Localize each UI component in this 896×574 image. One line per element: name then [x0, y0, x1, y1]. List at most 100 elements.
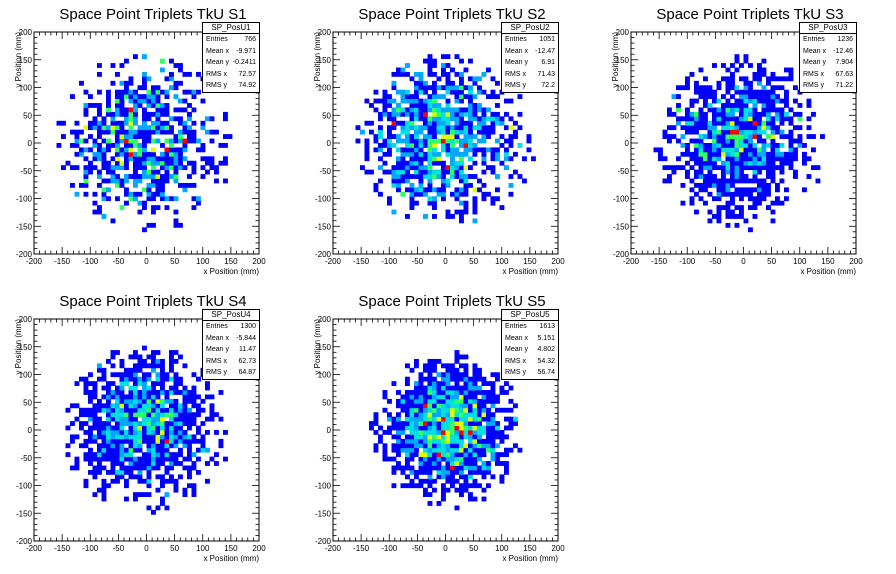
heatmap-bin: [694, 209, 699, 215]
heatmap-bin: [79, 151, 84, 157]
heatmap-bin: [703, 182, 708, 188]
stats-value: 72.2: [541, 82, 555, 89]
heatmap-bin: [761, 182, 767, 188]
heatmap-bin: [766, 80, 771, 86]
heatmap-bin: [743, 174, 749, 179]
heatmap-bin: [396, 416, 401, 422]
heatmap-bin: [486, 94, 491, 99]
stats-value: 54.32: [537, 357, 555, 365]
heatmap-bin: [707, 103, 713, 108]
heatmap-bin: [124, 430, 129, 435]
heatmap-bin: [151, 430, 156, 435]
heatmap-bin: [432, 116, 437, 122]
heatmap-bin: [191, 94, 197, 99]
stats-row: Mean y 7.904: [800, 57, 856, 69]
heatmap-bin: [703, 200, 708, 206]
heatmap-bin: [387, 169, 392, 175]
heatmap-bin: [739, 125, 744, 131]
heatmap-bin: [445, 151, 451, 157]
heatmap-bin: [748, 63, 753, 68]
heatmap-bin: [119, 421, 125, 426]
heatmap-bin: [797, 116, 803, 122]
heatmap-bin: [110, 403, 116, 409]
heatmap-bin: [752, 129, 758, 135]
heatmap-bin: [472, 407, 478, 413]
heatmap-bin: [97, 205, 102, 210]
heatmap-bin: [382, 394, 388, 400]
heatmap-bin: [133, 116, 138, 122]
heatmap-bin: [418, 89, 424, 95]
heatmap-bin: [173, 107, 179, 113]
heatmap-bin: [378, 143, 383, 148]
heatmap-bin: [432, 143, 437, 148]
heatmap-bin: [164, 205, 170, 210]
heatmap-bin: [450, 461, 455, 466]
heatmap-bin: [450, 478, 455, 484]
heatmap-bin: [391, 443, 397, 449]
heatmap-bin: [119, 358, 125, 364]
heatmap-bin: [757, 187, 762, 193]
heatmap-bin: [133, 443, 138, 449]
heatmap-bin: [409, 156, 415, 162]
heatmap-bin: [689, 98, 695, 104]
heatmap-bin: [526, 138, 532, 144]
heatmap-bin: [396, 89, 401, 95]
heatmap-bin: [423, 461, 428, 466]
heatmap-bin: [752, 174, 758, 179]
heatmap-bin: [445, 76, 451, 82]
heatmap-bin: [716, 107, 722, 113]
heatmap-bin: [432, 358, 437, 364]
heatmap-bin: [418, 98, 424, 104]
heatmap-bin: [495, 452, 500, 458]
heatmap-bin: [468, 174, 473, 179]
heatmap-bin: [743, 156, 749, 162]
heatmap-bin: [418, 456, 424, 462]
heatmap-bin: [436, 111, 442, 117]
heatmap-bin: [757, 165, 762, 171]
heatmap-bin: [459, 403, 464, 409]
heatmap-bin: [703, 143, 708, 148]
heatmap-bin: [133, 156, 138, 162]
heatmap-bin: [223, 116, 228, 122]
heatmap-bin: [441, 63, 446, 68]
heatmap-bin: [427, 501, 433, 506]
heatmap-bin: [409, 138, 415, 144]
heatmap-bin: [725, 191, 731, 197]
heatmap-bin: [423, 187, 428, 193]
heatmap-bin: [436, 474, 442, 480]
heatmap-bin: [151, 89, 156, 95]
heatmap-bin: [721, 174, 726, 179]
heatmap-bin: [124, 376, 129, 382]
heatmap-bin: [472, 376, 478, 382]
heatmap-bin: [97, 182, 102, 188]
heatmap-bin: [815, 165, 821, 171]
heatmap-bin: [128, 390, 134, 395]
heatmap-bin: [151, 182, 156, 188]
heatmap-bin: [396, 165, 401, 171]
heatmap-bin: [405, 214, 410, 219]
heatmap-bin: [716, 111, 722, 117]
heatmap-bin: [770, 209, 776, 215]
stats-row: RMS x 62.73: [203, 356, 259, 368]
heatmap-bin: [146, 125, 152, 131]
heatmap-bin: [770, 218, 776, 224]
heatmap-bin: [169, 425, 174, 431]
heatmap-bin: [441, 434, 446, 440]
heatmap-bin: [504, 434, 509, 440]
heatmap-bin: [432, 205, 437, 210]
heatmap-bin: [436, 187, 442, 193]
heatmap-bin: [463, 403, 469, 409]
heatmap-bin: [405, 363, 410, 369]
heatmap-bin: [490, 156, 496, 162]
heatmap-bin: [725, 143, 731, 148]
heatmap-bin: [757, 191, 762, 197]
heatmap-bin: [481, 447, 487, 453]
heatmap-bin: [119, 363, 125, 369]
heatmap-bin: [784, 89, 789, 95]
heatmap-bin: [423, 469, 428, 475]
heatmap-bin: [712, 116, 717, 122]
x-tick-label: 50: [469, 544, 478, 553]
heatmap-bin: [142, 200, 147, 206]
heatmap-bin: [160, 191, 165, 197]
heatmap-bin: [757, 169, 762, 175]
